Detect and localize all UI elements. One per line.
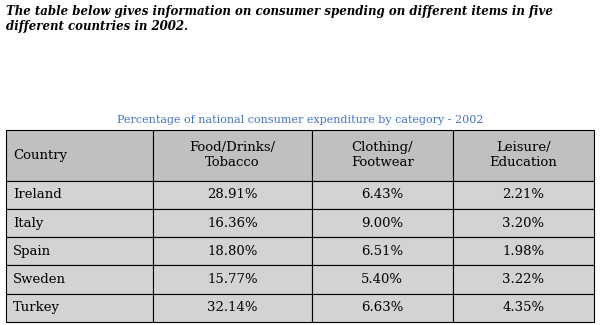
Text: Country: Country [13,149,67,162]
Text: Turkey: Turkey [13,301,60,314]
Text: 18.80%: 18.80% [207,245,257,258]
Text: The table below gives information on consumer spending on different items in fiv: The table below gives information on con… [6,5,553,33]
Text: 6.63%: 6.63% [361,301,404,314]
Text: 32.14%: 32.14% [207,301,257,314]
Text: 6.51%: 6.51% [361,245,403,258]
Text: 16.36%: 16.36% [207,216,258,229]
Text: Ireland: Ireland [13,188,62,202]
Text: 3.22%: 3.22% [502,273,545,286]
Text: Leisure/
Education: Leisure/ Education [490,141,557,169]
Text: Sweden: Sweden [13,273,66,286]
Text: 28.91%: 28.91% [207,188,257,202]
Text: 1.98%: 1.98% [502,245,545,258]
Text: Spain: Spain [13,245,52,258]
Text: 2.21%: 2.21% [502,188,544,202]
Text: Percentage of national consumer expenditure by category - 2002: Percentage of national consumer expendit… [117,115,483,125]
Text: 4.35%: 4.35% [502,301,545,314]
Text: Clothing/
Footwear: Clothing/ Footwear [351,141,414,169]
Text: 5.40%: 5.40% [361,273,403,286]
Text: 6.43%: 6.43% [361,188,403,202]
Text: 9.00%: 9.00% [361,216,403,229]
Text: Italy: Italy [13,216,44,229]
Text: 3.20%: 3.20% [502,216,545,229]
Text: 15.77%: 15.77% [207,273,257,286]
Text: Food/Drinks/
Tobacco: Food/Drinks/ Tobacco [190,141,275,169]
